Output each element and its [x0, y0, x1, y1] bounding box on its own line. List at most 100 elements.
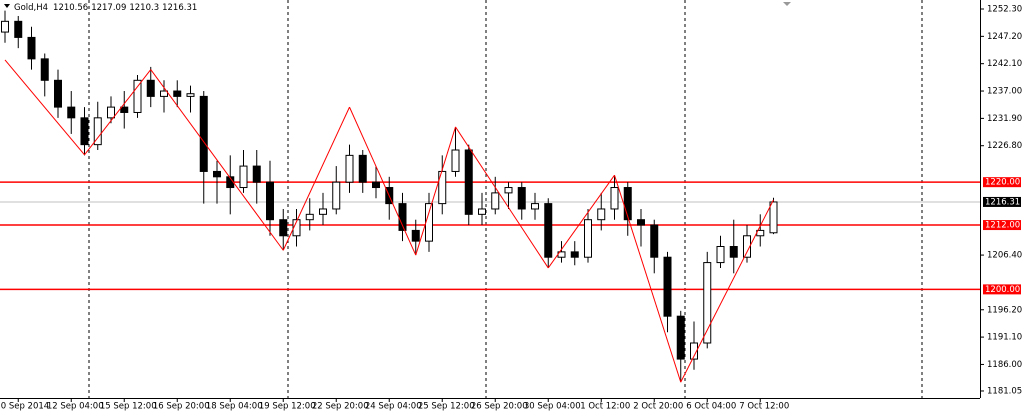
zigzag-segment	[4, 59, 85, 156]
y-tick-label: 1231.90	[987, 114, 1022, 124]
y-tick-label: 1237.00	[987, 87, 1022, 97]
x-tick-label: 19 Sep 12:00	[259, 402, 316, 412]
period-separators	[88, 0, 923, 398]
level-label-box	[983, 220, 1021, 231]
candle-body	[67, 106, 76, 119]
candle-body	[425, 203, 433, 242]
candle-body	[623, 187, 632, 221]
y-tick-label: 1242.10	[987, 59, 1022, 69]
candle-body	[93, 117, 102, 146]
candle-body	[729, 245, 738, 258]
candle-body	[597, 208, 606, 221]
candle-body	[319, 208, 327, 215]
candle-body	[478, 208, 486, 215]
candle-body	[133, 79, 142, 113]
candle-body	[279, 219, 288, 237]
candle-body	[146, 79, 155, 97]
zigzag-segment	[415, 126, 456, 256]
candle-body	[690, 342, 698, 360]
zigzag-segment	[455, 126, 549, 269]
level-label: 1200.00	[985, 285, 1020, 295]
symbol-menu-icon[interactable]	[4, 4, 10, 8]
candle-body	[464, 149, 473, 215]
candle-body	[199, 95, 208, 172]
candle-body	[650, 224, 659, 258]
x-tick-label: 24 Sep 04:00	[365, 402, 422, 412]
candle-body	[663, 256, 672, 317]
candle-body	[266, 181, 274, 221]
candle-body	[332, 181, 341, 210]
candle-body	[743, 235, 751, 258]
level-label: 1212.00	[985, 221, 1020, 231]
candle-body	[584, 219, 592, 258]
y-tick-label: 1252.30	[987, 5, 1022, 15]
candle-body	[14, 20, 23, 38]
candle-body	[54, 79, 62, 108]
candle-body	[531, 203, 539, 210]
high-value: 1217.09	[91, 3, 126, 13]
candle-body	[610, 187, 619, 210]
zigzag-segment	[349, 106, 417, 256]
x-tick-label: 25 Sep 12:00	[418, 402, 475, 412]
candle-body	[107, 106, 115, 119]
candle-body	[160, 90, 168, 97]
candle-body	[703, 262, 712, 344]
y-tick-label: 1196.20	[987, 305, 1022, 315]
x-tick-label: 18 Sep 04:00	[206, 402, 263, 412]
y-tick-label: 1186.00	[987, 360, 1022, 370]
candle-body	[637, 219, 645, 226]
low-value: 1210.3	[129, 3, 159, 13]
zigzag-segment	[84, 69, 152, 156]
candle-body	[570, 251, 579, 258]
candle-body	[80, 117, 89, 146]
zigzag-segment	[282, 106, 350, 251]
x-tick-label: 30 Sep 04:00	[524, 402, 581, 412]
candle-body	[1, 20, 9, 33]
x-tick-label: 22 Sep 20:00	[312, 402, 369, 412]
chart-header: Gold,H4 1210.56 1217.09 1210.3 1216.31	[14, 3, 197, 13]
candle-body	[438, 170, 447, 205]
candle-body	[504, 187, 513, 194]
x-tick-label: 1 Oct 12:00	[580, 402, 630, 412]
level-label-box	[983, 177, 1021, 188]
x-tick-label: 15 Sep 12:00	[100, 402, 157, 412]
candle-body	[292, 219, 301, 237]
x-tick-label: 26 Sep 20:00	[471, 402, 528, 412]
x-tick-label: 16 Sep 20:00	[153, 402, 210, 412]
candle-body	[716, 245, 725, 264]
open-value: 1210.56	[53, 3, 88, 13]
x-tick-label: 12 Sep 04:00	[47, 402, 104, 412]
candle-body	[451, 149, 460, 172]
candle-body	[239, 165, 248, 189]
zigzag-segment	[547, 174, 615, 269]
close-value: 1216.31	[162, 3, 197, 13]
candle-body	[305, 213, 314, 221]
current-price-label: 1216.31	[985, 197, 1020, 207]
chart-shift-marker	[783, 2, 791, 6]
y-tick-label: 1226.80	[987, 141, 1022, 151]
zigzag-segment	[680, 199, 774, 383]
level-label: 1220.00	[985, 178, 1020, 188]
candle-body	[40, 58, 49, 81]
candle-body	[517, 187, 526, 210]
candle-body	[769, 201, 778, 234]
candle-body	[544, 203, 553, 258]
candle-body	[491, 192, 500, 210]
y-tick-label: 1181.05	[987, 386, 1022, 396]
zigzag-segment	[150, 69, 284, 251]
candle-body	[120, 106, 129, 113]
candle-body	[358, 154, 367, 183]
candle-body	[186, 93, 195, 97]
candle-body	[411, 229, 420, 242]
x-tick-label: 7 Oct 12:00	[739, 402, 789, 412]
candle-body	[372, 181, 380, 189]
candle-body	[252, 165, 261, 183]
y-tick-label: 1191.10	[987, 333, 1022, 343]
symbol: Gold,H4	[14, 3, 48, 13]
x-tick-label: 2 Oct 20:00	[633, 402, 683, 412]
y-tick-label: 1247.20	[987, 32, 1022, 42]
x-tick-label: 10 Sep 2014	[0, 402, 49, 412]
candle-body	[676, 315, 685, 360]
